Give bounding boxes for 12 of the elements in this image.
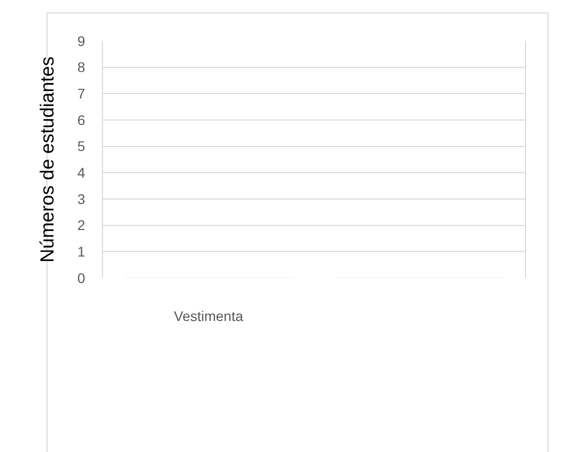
y-tick-label: 6 (77, 112, 86, 128)
y-axis-title: Números de estudiantes (37, 56, 58, 262)
y-tick-label: 5 (77, 138, 86, 154)
y-tick-label: 2 (77, 217, 86, 234)
y-tick-label: 4 (77, 164, 86, 181)
y-tick-label: 8 (77, 59, 86, 76)
y-tick-label: 1 (77, 244, 86, 260)
y-tick-label: 0 (77, 270, 86, 286)
y-tick-label: 9 (77, 32, 86, 49)
x-tick-label: Vestimenta (174, 308, 244, 324)
y-tick-label: 3 (77, 190, 86, 207)
y-tick-label: 7 (77, 86, 86, 102)
